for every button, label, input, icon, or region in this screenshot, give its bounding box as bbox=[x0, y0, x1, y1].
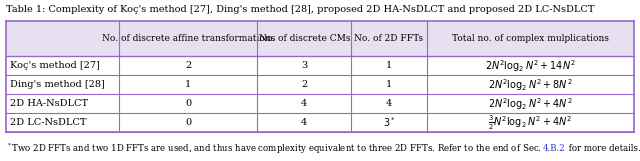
Text: 2: 2 bbox=[185, 61, 191, 70]
Text: No. of discrete affine transformations: No. of discrete affine transformations bbox=[102, 34, 275, 43]
Text: No. of discrete CMs: No. of discrete CMs bbox=[259, 34, 350, 43]
Text: 4: 4 bbox=[301, 118, 307, 127]
Text: 4: 4 bbox=[386, 99, 392, 108]
Bar bbox=[6, 21, 634, 56]
Text: 4.B.2: 4.B.2 bbox=[543, 144, 566, 153]
Text: 0: 0 bbox=[185, 118, 191, 127]
Text: 1: 1 bbox=[386, 80, 392, 89]
Text: for more details.: for more details. bbox=[566, 144, 640, 153]
Text: 2D HA-NsDLCT: 2D HA-NsDLCT bbox=[10, 99, 88, 108]
Text: 1: 1 bbox=[185, 80, 191, 89]
Text: No. of 2D FFTs: No. of 2D FFTs bbox=[355, 34, 424, 43]
Text: 0: 0 bbox=[185, 99, 191, 108]
Text: 1: 1 bbox=[386, 61, 392, 70]
Text: 2D LC-NsDLCT: 2D LC-NsDLCT bbox=[10, 118, 87, 127]
Text: Koç's method [27]: Koç's method [27] bbox=[10, 61, 100, 70]
Text: 2: 2 bbox=[301, 80, 307, 89]
Text: Total no. of complex mulplications: Total no. of complex mulplications bbox=[452, 34, 609, 43]
Text: 4: 4 bbox=[301, 99, 307, 108]
Text: 3: 3 bbox=[301, 61, 307, 70]
Text: Ding's method [28]: Ding's method [28] bbox=[10, 80, 105, 89]
Text: $2N^2\log_2 N^2+14N^2$: $2N^2\log_2 N^2+14N^2$ bbox=[484, 58, 575, 74]
Text: $2N^2\log_2 N^2+8N^2$: $2N^2\log_2 N^2+8N^2$ bbox=[488, 77, 572, 93]
Text: $^*$Two 2D FFTs and two 1D FFTs are used, and thus have complexity equivalent to: $^*$Two 2D FFTs and two 1D FFTs are used… bbox=[6, 142, 543, 156]
Text: $3^*$: $3^*$ bbox=[383, 116, 396, 129]
Text: $2N^2\log_2 N^2+4N^2$: $2N^2\log_2 N^2+4N^2$ bbox=[488, 96, 572, 112]
Text: $\frac{3}{2}N^2\log_2 N^2+4N^2$: $\frac{3}{2}N^2\log_2 N^2+4N^2$ bbox=[488, 114, 572, 132]
Text: Table 1: Complexity of Koç's method [27], Ding's method [28], proposed 2D HA-NsD: Table 1: Complexity of Koç's method [27]… bbox=[6, 5, 595, 14]
